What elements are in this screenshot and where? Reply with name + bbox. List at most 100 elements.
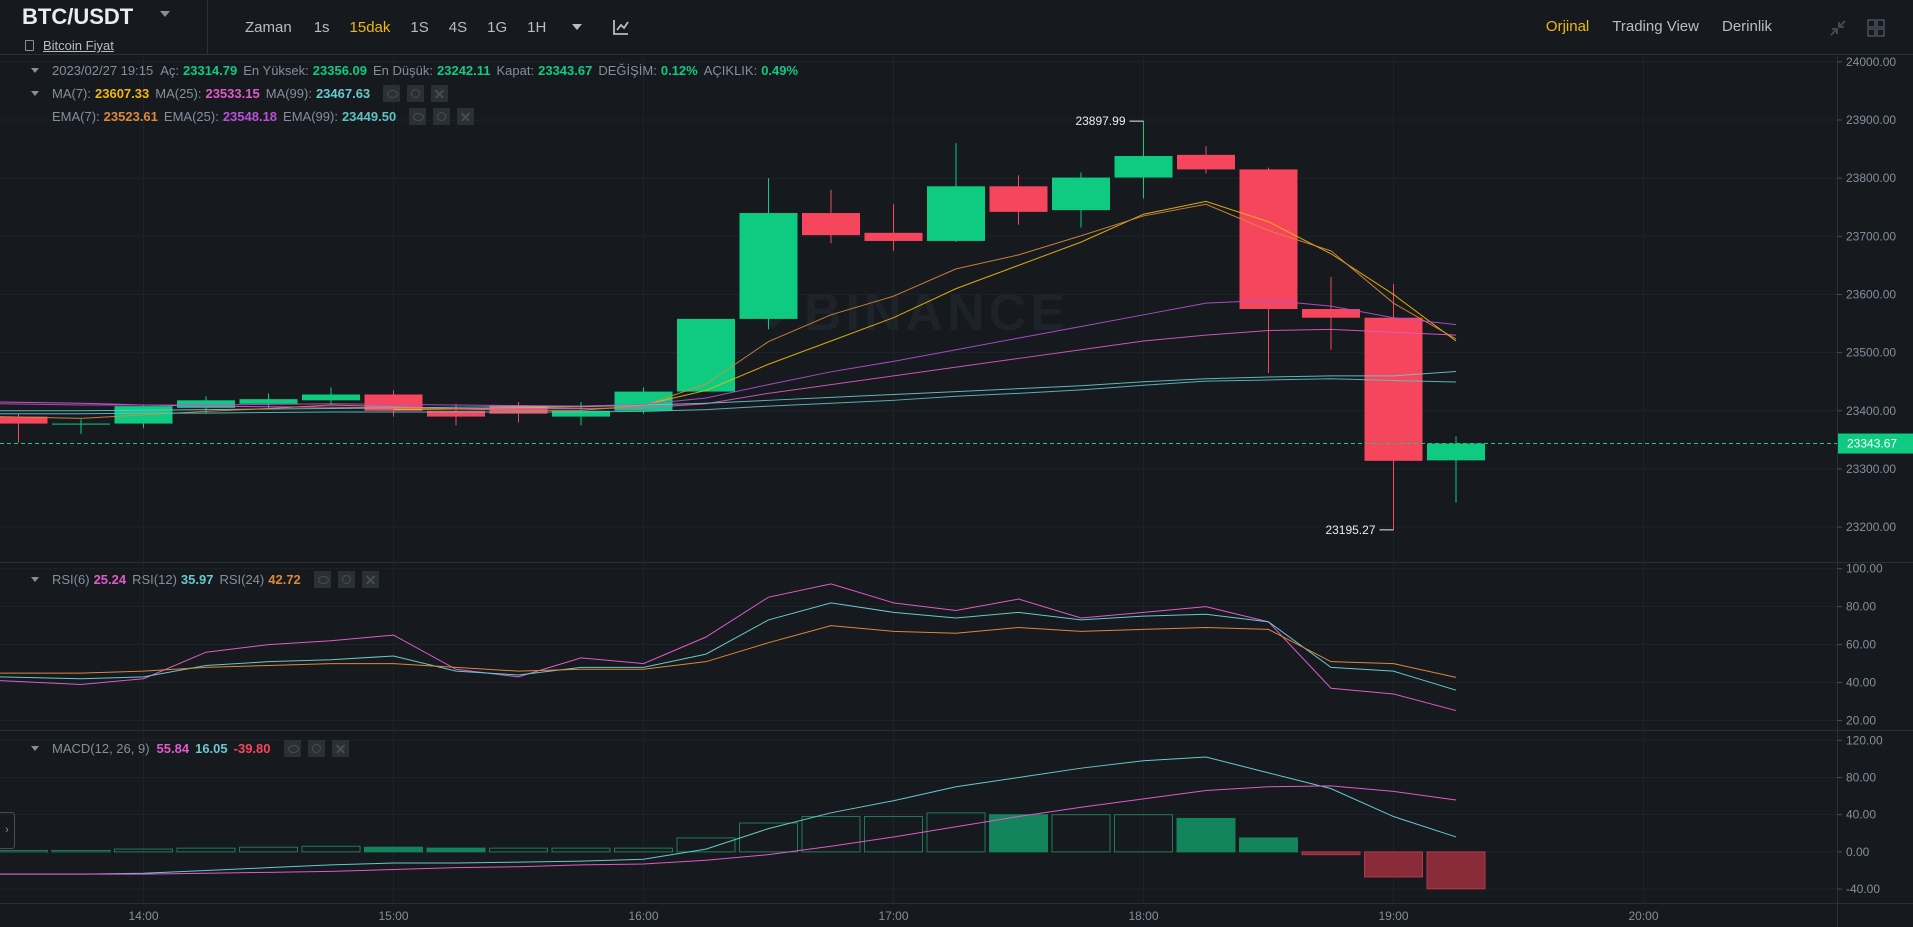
rsi-visibility-icon[interactable]: [313, 571, 331, 588]
ma25-label: MA(25):: [155, 86, 202, 101]
macd-hist-bar: [176, 847, 236, 853]
macd-settings-icon[interactable]: [307, 740, 325, 757]
tab-derinlik[interactable]: Derinlik: [1721, 18, 1772, 35]
macd-hist-bar: [51, 849, 111, 853]
macd-hist-bar: [114, 848, 173, 853]
chevron-down-icon[interactable]: [160, 11, 170, 17]
high-label: En Yüksek:: [243, 63, 309, 78]
rsi24-label: RSI(24): [219, 572, 265, 587]
change-label: DEĞİŞİM:: [598, 63, 657, 78]
more-intervals-chevron-icon[interactable]: [572, 24, 583, 30]
ema25-value: 23548.18: [222, 109, 278, 124]
candle-body: [427, 410, 485, 417]
low-label: En Düşük:: [373, 63, 433, 78]
price-y-tick-label: 24000.00: [1846, 55, 1896, 69]
rsi-close-icon[interactable]: [361, 571, 379, 588]
macd-visibility-icon[interactable]: [283, 740, 301, 757]
macd-hist-bar: [1239, 837, 1298, 853]
interval-1s[interactable]: 1s: [313, 18, 330, 36]
ma-legend-toggle[interactable]: [31, 91, 39, 96]
macd-dif-value: 55.84: [156, 741, 190, 756]
interval-15dak[interactable]: 15dak: [349, 18, 391, 36]
macd-hist-bar: [0, 849, 48, 853]
candle-body: [864, 232, 923, 241]
candle-body: [552, 410, 610, 417]
macd-hist-bar: [801, 816, 861, 853]
macd-hist-bar: [614, 847, 673, 853]
rsi-y-tick-label: 20.00: [1846, 714, 1876, 728]
ma-close-icon[interactable]: [431, 85, 449, 102]
price-y-tick-label: 23400.00: [1846, 404, 1896, 418]
macd-hist-bar: [1426, 851, 1486, 890]
rsi-legend: RSI(6) 25.24 RSI(12) 35.97 RSI(24) 42.72: [31, 571, 379, 588]
legend-datetime: 2023/02/27 19:15: [52, 63, 154, 78]
watermark: BINANCE: [754, 283, 1069, 343]
rsi24-value: 42.72: [268, 572, 301, 587]
rsi12-value: 35.97: [180, 572, 214, 587]
candle-body: [1427, 443, 1485, 461]
rsi-y-tick-label: 60.00: [1846, 638, 1876, 652]
candle-body: [302, 394, 360, 401]
ema-settings-icon[interactable]: [433, 108, 451, 125]
macd-hist-bar: [1114, 814, 1173, 853]
interval-1H[interactable]: 1H: [527, 18, 547, 36]
last-price-tag: [1838, 433, 1913, 454]
extreme-label: 23897.99: [1075, 114, 1125, 128]
candle-body: [1364, 317, 1423, 461]
ema99-line: [0, 378, 1457, 415]
candle-body: [1177, 154, 1235, 170]
macd-dea-line: [0, 785, 1457, 875]
ema-close-icon[interactable]: [457, 108, 475, 125]
ma-visibility-icon[interactable]: [383, 85, 401, 102]
ma99-value: 23467.63: [315, 86, 371, 101]
ema7-value: 23523.61: [103, 109, 158, 124]
macd-hist-bar: [239, 846, 298, 853]
tab-trading-view[interactable]: Trading View: [1612, 18, 1699, 35]
candle-body: [677, 318, 735, 392]
rsi24-line: [0, 625, 1457, 678]
ma-legend: MA(7): 23607.33 MA(25): 23533.15 MA(99): 23…: [31, 85, 449, 102]
grid-layout-icon[interactable]: [1866, 18, 1886, 38]
macd-dea-value: 16.05: [195, 741, 228, 756]
rsi-settings-icon[interactable]: [337, 571, 355, 588]
symbol-selector[interactable]: BTC/USDT: [22, 4, 134, 29]
price-y-tick-label: 23500.00: [1846, 346, 1896, 360]
candle-body: [1052, 177, 1110, 211]
macd-hist-bar: [989, 814, 1048, 853]
ohlc-legend-toggle[interactable]: [31, 68, 39, 73]
price-y-tick-label: 23800.00: [1846, 171, 1896, 185]
interval-4S[interactable]: 4S: [448, 18, 468, 36]
candle-body: [1239, 169, 1298, 309]
interval-1S[interactable]: 1S: [410, 18, 429, 36]
rsi-y-tick-label: 80.00: [1846, 600, 1876, 614]
document-icon: [25, 40, 34, 51]
indicator-chart-icon[interactable]: [612, 18, 630, 36]
candle-body: [52, 423, 110, 425]
ema99-label: EMA(99):: [283, 109, 338, 124]
tab-orjinal[interactable]: Orjinal: [1545, 18, 1590, 35]
macd-close-icon[interactable]: [331, 740, 349, 757]
candle-body: [0, 416, 48, 424]
scroll-right-handle[interactable]: ›: [0, 812, 15, 849]
candle-body: [177, 400, 235, 408]
collapse-icon[interactable]: [1828, 18, 1848, 38]
candle-body: [614, 391, 673, 411]
ema25-label: EMA(25):: [163, 109, 219, 124]
candle-body: [989, 186, 1048, 212]
rsi12-line: [0, 602, 1457, 691]
interval-label: Zaman: [245, 18, 292, 36]
x-tick-label: 20:00: [1628, 909, 1658, 923]
ma-settings-icon[interactable]: [407, 85, 425, 102]
bitcoin-price-link[interactable]: Bitcoin Fiyat: [43, 38, 114, 53]
ohlc-legend: 2023/02/27 19:15 Aç: 23314.79 En Yüksek: 2…: [31, 63, 804, 78]
rsi6-value: 25.24: [93, 572, 127, 587]
rsi-legend-toggle[interactable]: [31, 577, 39, 582]
macd-hist-bar: [301, 845, 361, 853]
x-tick-label: 17:00: [878, 909, 908, 923]
interval-1G[interactable]: 1G: [487, 18, 508, 36]
macd-legend-toggle[interactable]: [31, 746, 39, 751]
ema-visibility-icon[interactable]: [409, 108, 427, 125]
candle-body: [489, 405, 548, 414]
macd-y-tick-label: 0.00: [1846, 845, 1870, 859]
